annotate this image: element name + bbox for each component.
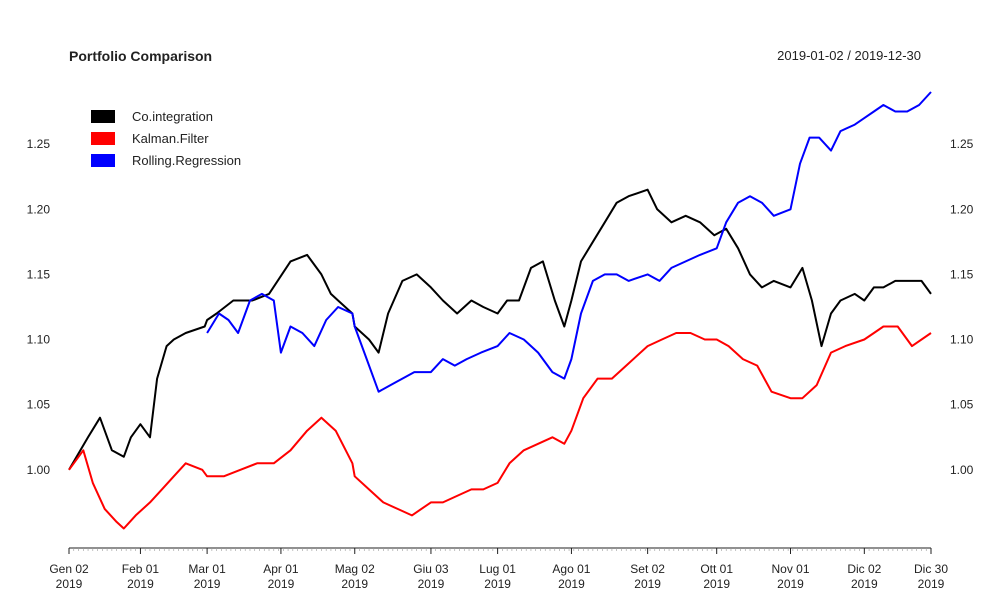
legend-swatch: [91, 154, 115, 167]
y-tick-label-right: 1.00: [950, 463, 974, 477]
series-lines: [68, 91, 932, 530]
y-tick-label-right: 1.05: [950, 398, 974, 412]
series-line-Kalman.Filter: [68, 325, 932, 530]
x-tick-year: 2019: [268, 577, 295, 591]
x-tick-label: Dic 30: [914, 562, 948, 576]
chart-title: Portfolio Comparison: [69, 48, 212, 64]
x-tick-year: 2019: [777, 577, 804, 591]
legend: Co.integration Kalman.Filter Rolling.Regre…: [91, 109, 241, 168]
y-tick-label-left: 1.10: [27, 333, 51, 347]
series-line-Rolling.Regression: [206, 91, 932, 393]
y-tick-label-right: 1.20: [950, 202, 974, 216]
y-tick-label-left: 1.15: [27, 267, 51, 281]
legend-label: Co.integration: [132, 109, 213, 124]
x-tick-label: Lug 01: [479, 562, 516, 576]
y-tick-label-left: 1.25: [27, 137, 51, 151]
y-tick-label-left: 1.05: [27, 398, 51, 412]
x-tick-year: 2019: [851, 577, 878, 591]
x-tick-year: 2019: [703, 577, 730, 591]
y-axis-left: 1.00 1.05 1.10 1.15 1.20 1.25: [27, 137, 51, 477]
x-tick-label: Set 02: [630, 562, 665, 576]
x-tick-year: 2019: [194, 577, 221, 591]
x-tick-label: Nov 01: [771, 562, 809, 576]
legend-swatch: [91, 132, 115, 145]
x-tick-year: 2019: [634, 577, 661, 591]
y-tick-label-left: 1.00: [27, 463, 51, 477]
legend-swatch: [91, 110, 115, 123]
x-tick-year: 2019: [418, 577, 445, 591]
x-tick-year: 2019: [127, 577, 154, 591]
y-tick-label-right: 1.10: [950, 333, 974, 347]
x-tick-year: 2019: [558, 577, 585, 591]
x-tick-label: Ago 01: [552, 562, 590, 576]
x-tick-label: Gen 02: [49, 562, 89, 576]
y-tick-label-left: 1.20: [27, 202, 51, 216]
y-tick-label-right: 1.25: [950, 137, 974, 151]
y-axis-right: 1.00 1.05 1.10 1.15 1.20 1.25: [950, 137, 974, 477]
legend-label: Rolling.Regression: [132, 153, 241, 168]
x-tick-label: Feb 01: [122, 562, 160, 576]
y-tick-label-right: 1.15: [950, 267, 974, 281]
x-tick-label: Ott 01: [700, 562, 733, 576]
x-tick-label: Apr 01: [263, 562, 299, 576]
x-tick-year: 2019: [484, 577, 511, 591]
x-tick-label: Mag 02: [335, 562, 375, 576]
series-line-Co.integration: [68, 188, 932, 471]
x-tick-label: Giu 03: [413, 562, 449, 576]
x-tick-label: Dic 02: [847, 562, 881, 576]
x-tick-year: 2019: [918, 577, 945, 591]
x-tick-year: 2019: [341, 577, 368, 591]
x-tick-year: 2019: [56, 577, 83, 591]
legend-label: Kalman.Filter: [132, 131, 209, 146]
x-tick-label: Mar 01: [188, 562, 226, 576]
date-range: 2019-01-02 / 2019-12-30: [777, 48, 921, 63]
